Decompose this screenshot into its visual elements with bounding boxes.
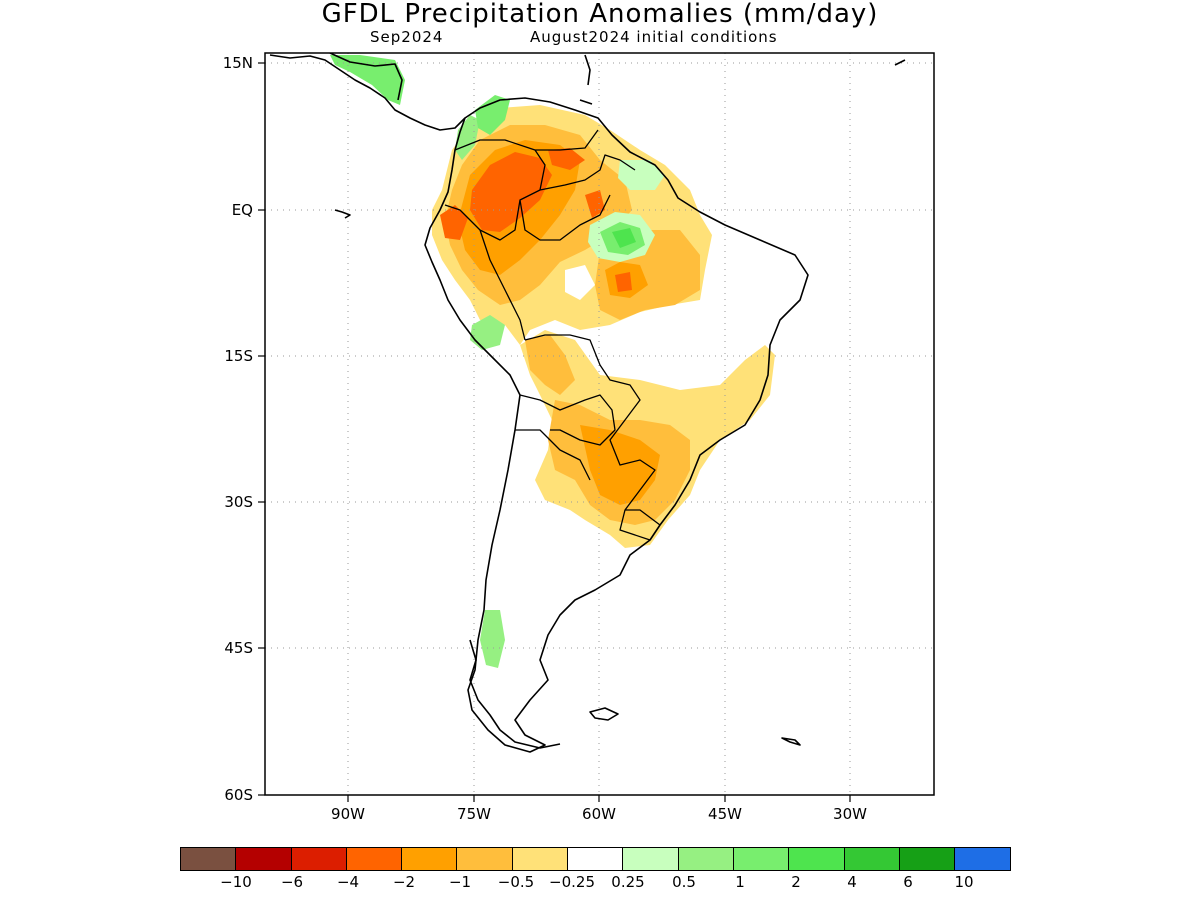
wet-zone-patagonia: [480, 610, 505, 668]
dry-very-strong-peru: [440, 205, 468, 240]
colorbar-box-2: [291, 848, 347, 870]
colorbar-box-12: [844, 848, 900, 870]
dry-very-strong-guiana: [548, 148, 632, 292]
colorbar-box-4: [402, 848, 458, 870]
colorbar-box-3: [346, 848, 403, 870]
axis-ticks: [258, 62, 851, 802]
wet-zone-east: [618, 160, 665, 190]
chile-archipelago: [469, 639, 561, 749]
lat-label-60s: 60S: [224, 786, 253, 804]
colorbar-box-9: [678, 848, 734, 870]
colorbar-box-0: [181, 848, 237, 870]
wet-zone-bolivia: [565, 265, 595, 300]
colorbar-box-6: [512, 848, 569, 870]
colorbar-label-5: −0.5: [497, 873, 535, 891]
subtitle-month: Sep2024: [370, 28, 444, 46]
lon-label-75w: 75W: [457, 805, 491, 823]
colorbar-label-10: 2: [791, 873, 801, 891]
wet-zone-peru: [470, 315, 505, 350]
south-america-coastline: [424, 97, 809, 753]
lon-label-60w: 60W: [582, 805, 616, 823]
colorbar-label-12: 6: [903, 873, 913, 891]
subtitle-initial-conditions: August2024 initial conditions: [530, 28, 778, 46]
lat-label-15n: 15N: [222, 54, 253, 72]
lat-label-eq: EQ: [231, 201, 253, 219]
coastlines: [269, 53, 906, 753]
national-borders: [444, 129, 661, 541]
falkland-islands: [589, 707, 619, 721]
colorbar-label-9: 1: [735, 873, 745, 891]
colorbar-box-13: [899, 848, 956, 870]
galapagos-islands: [334, 209, 351, 219]
colorbar-box-10: [733, 848, 790, 870]
lat-label-30s: 30S: [224, 493, 253, 511]
colorbar-label-0: −10: [220, 873, 252, 891]
colorbar-box-8: [623, 848, 679, 870]
colorbar-label-1: −6: [280, 873, 304, 891]
south-georgia: [781, 737, 801, 746]
colorbar-label-2: −4: [336, 873, 360, 891]
lat-label-45s: 45S: [224, 639, 253, 657]
colorbar: [180, 847, 1012, 871]
colorbar-label-8: 0.5: [672, 873, 696, 891]
colorbar-label-13: 10: [954, 873, 974, 891]
colorbar-box-11: [789, 848, 845, 870]
colorbar-box-5: [457, 848, 513, 870]
lon-label-45w: 45W: [708, 805, 742, 823]
wet-zone-central-america: [330, 55, 405, 105]
colorbar-label-6: −0.25: [549, 873, 595, 891]
colorbar-box-1: [236, 848, 292, 870]
dry-very-strong-north: [470, 152, 552, 232]
lon-label-30w: 30W: [833, 805, 867, 823]
lon-label-90w: 90W: [331, 805, 365, 823]
colorbar-box-14: [955, 848, 1011, 870]
wet-zone-venezuela: [475, 95, 510, 135]
colorbar-label-7: 0.25: [611, 873, 645, 891]
colorbar-label-11: 4: [847, 873, 857, 891]
central-america-coastline: [269, 54, 466, 131]
map-title: GFDL Precipitation Anomalies (mm/day): [321, 0, 879, 29]
lat-label-15s: 15S: [224, 347, 253, 365]
colorbar-label-3: −2: [392, 873, 416, 891]
central-america-north-coast: [329, 53, 403, 101]
anomaly-shading: [330, 55, 775, 668]
colorbar-label-4: −1: [448, 873, 472, 891]
wet-zone-amazon-center: [612, 228, 636, 248]
colorbar-box-7: [568, 848, 624, 870]
caribbean-islands: [579, 54, 906, 105]
